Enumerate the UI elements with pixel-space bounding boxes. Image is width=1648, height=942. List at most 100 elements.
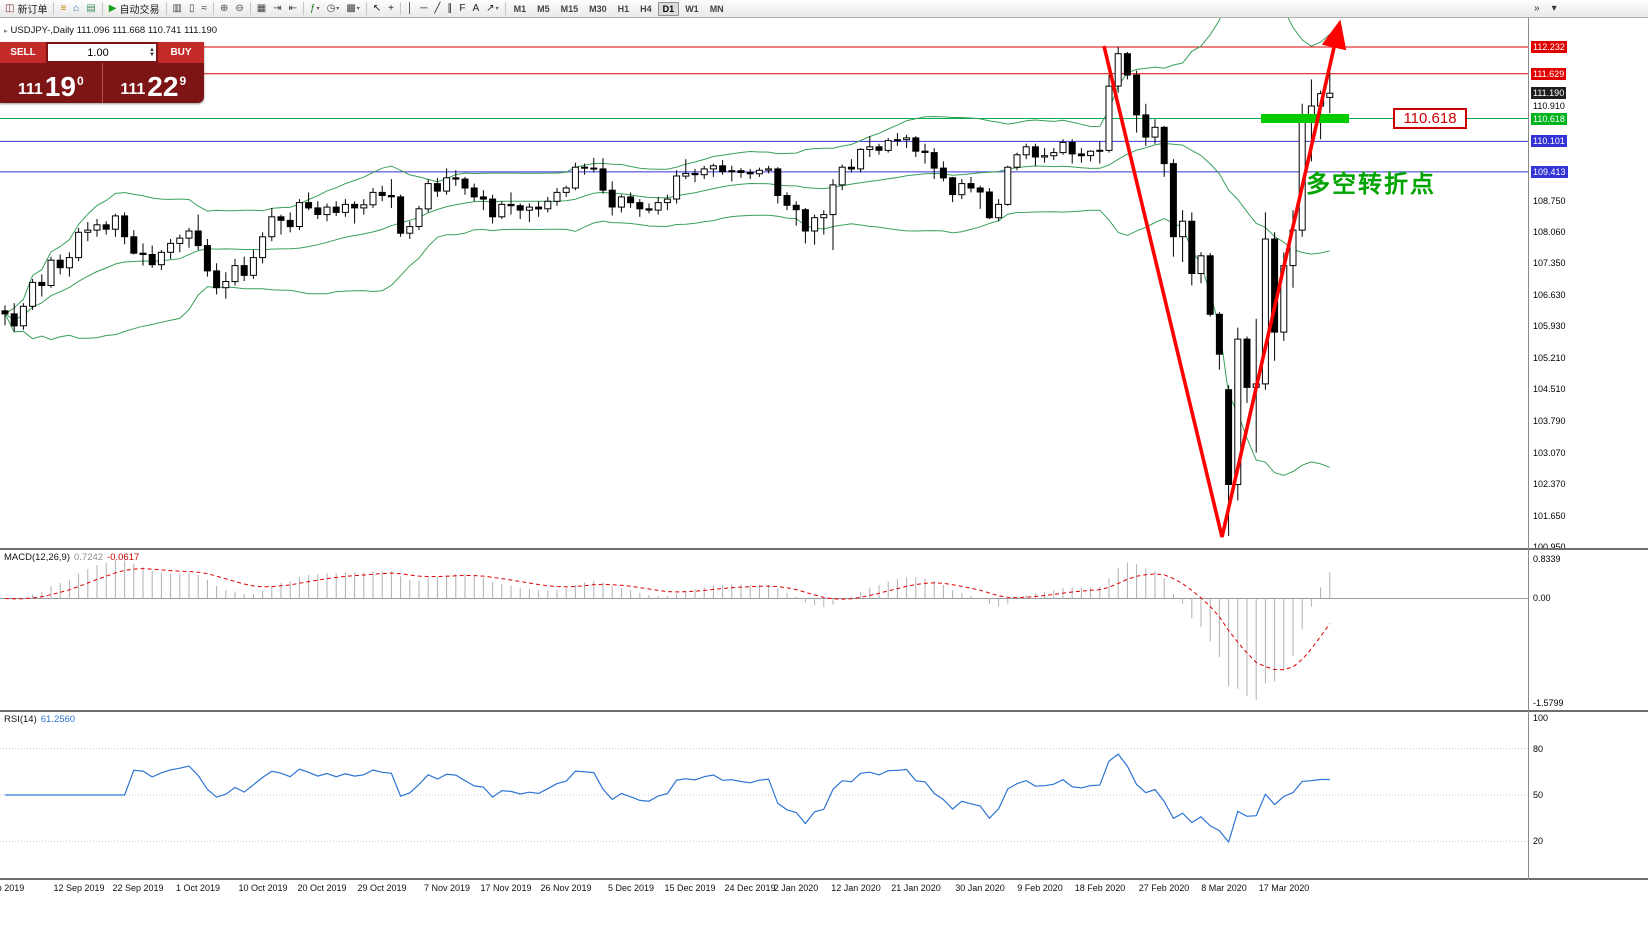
candle bbox=[130, 230, 138, 255]
timeframe-d1-button[interactable]: D1 bbox=[657, 1, 680, 16]
toolbar-menu-button[interactable]: ▾ bbox=[1549, 1, 1560, 16]
candlestick-chart-icon: ▯ bbox=[188, 2, 195, 14]
candle bbox=[811, 214, 819, 245]
bid-price-panel[interactable]: 111 19 0 bbox=[0, 63, 103, 103]
timeframe-h4-button[interactable]: H4 bbox=[640, 3, 652, 14]
price-axis-border bbox=[1528, 18, 1529, 880]
toolbar-separator bbox=[504, 2, 506, 15]
candle bbox=[1133, 70, 1141, 133]
macd-chart[interactable] bbox=[0, 550, 1648, 710]
zoom-in-button[interactable]: ⊕ bbox=[217, 1, 231, 16]
bar-chart-button[interactable]: ▥ bbox=[170, 1, 185, 16]
candle bbox=[1031, 143, 1039, 166]
candle bbox=[1, 305, 9, 326]
timeframe-h1-button[interactable]: H1 bbox=[617, 3, 630, 14]
time-axis-label: 29 Oct 2019 bbox=[357, 883, 407, 893]
macd-scale[interactable]: 0.8339 0.00 -1.5799 bbox=[1528, 550, 1648, 710]
volume-stepper[interactable]: ▲▼ bbox=[48, 44, 156, 61]
chart-shift-button[interactable]: ⇤ bbox=[286, 1, 300, 16]
indicators-button[interactable]: ƒ ▾ bbox=[307, 1, 323, 16]
volume-spinner[interactable]: ▲ ▼ bbox=[149, 44, 155, 61]
candle bbox=[1050, 148, 1058, 161]
auto-scroll-button[interactable]: ⇥ bbox=[270, 1, 284, 16]
price-axis-label: 109.413 bbox=[1531, 166, 1568, 178]
panel-divider[interactable] bbox=[0, 710, 1648, 712]
tile-windows-button[interactable]: ▦ bbox=[254, 1, 269, 16]
rsi-chart[interactable] bbox=[0, 712, 1648, 878]
rsi-panel: RSI(14) 61.2560 100 80 50 20 bbox=[0, 712, 1648, 878]
candle bbox=[866, 136, 874, 157]
arrow-tools-icon: ↗ bbox=[486, 2, 495, 14]
toolbar-overflow-button[interactable]: » bbox=[1531, 1, 1543, 16]
time-axis-label: 1 Oct 2019 bbox=[175, 883, 221, 893]
trendline-button[interactable]: ╱ bbox=[431, 1, 443, 16]
candle bbox=[1271, 232, 1279, 361]
new-order-button[interactable]: ◫ 新订单 bbox=[2, 1, 50, 16]
arrow-tools-button[interactable]: ↗ ▾ bbox=[483, 1, 501, 16]
timeframe-w1-button[interactable]: W1 bbox=[685, 3, 699, 14]
horizontal-line-button[interactable]: ─ bbox=[417, 1, 430, 16]
text-button[interactable]: A bbox=[470, 1, 483, 16]
price-scale[interactable]: 112.232 111.629 111.190 110.910 110.618 110.1… bbox=[1528, 18, 1648, 548]
timeframe-mn-button[interactable]: MN bbox=[709, 3, 724, 14]
market-watch-button[interactable]: ≡ bbox=[57, 1, 69, 16]
toolbar-separator bbox=[249, 2, 251, 15]
line-chart-button[interactable]: ≈ bbox=[198, 1, 210, 16]
text-icon: A bbox=[472, 2, 480, 14]
candle bbox=[268, 207, 276, 242]
candle bbox=[1022, 143, 1030, 160]
candle bbox=[213, 263, 221, 295]
panel-divider[interactable] bbox=[0, 878, 1648, 880]
v-reversal-arrow[interactable] bbox=[1102, 19, 1347, 538]
support-highlight-bar[interactable] bbox=[1261, 114, 1349, 123]
volume-input[interactable] bbox=[48, 44, 156, 61]
price-axis-label: 103.790 bbox=[1533, 416, 1566, 426]
rsi-axis-label: 80 bbox=[1533, 744, 1544, 754]
periods-button[interactable]: ◷ ▾ bbox=[324, 1, 343, 16]
price-chart[interactable] bbox=[0, 18, 1648, 548]
macd-name: MACD(12,26,9) bbox=[4, 552, 70, 563]
rsi-scale[interactable]: 100 80 50 20 bbox=[1528, 712, 1648, 878]
toolbar-separator bbox=[400, 2, 402, 15]
crosshair-button[interactable]: + bbox=[385, 1, 397, 16]
candle bbox=[599, 158, 607, 194]
candle bbox=[231, 258, 239, 286]
new-order-label: 新订单 bbox=[17, 5, 48, 16]
toolbar-separator bbox=[165, 2, 167, 15]
buy-button[interactable]: BUY bbox=[158, 42, 204, 63]
channel-button[interactable]: ∥ bbox=[444, 1, 455, 16]
vertical-line-button[interactable]: │ bbox=[404, 1, 416, 16]
reversal-annotation-text[interactable]: 多空转折点 bbox=[1306, 171, 1436, 198]
time-scale[interactable]: Sep 2019 12 Sep 2019 22 Sep 2019 1 Oct 2019… bbox=[0, 880, 1648, 898]
candle bbox=[617, 194, 625, 213]
ask-price-panel[interactable]: 111 22 9 bbox=[103, 63, 205, 103]
candle bbox=[893, 133, 901, 146]
time-axis-label: 8 Mar 2020 bbox=[1201, 883, 1247, 893]
panel-divider[interactable] bbox=[0, 548, 1648, 550]
timeframe-m30-button[interactable]: M30 bbox=[589, 3, 607, 14]
navigator-button[interactable]: ⌂ bbox=[70, 1, 82, 16]
zoom-out-button[interactable]: ⊖ bbox=[232, 1, 246, 16]
toolbar: ◫ 新订单 ≡ ⌂ ▤ ▶ 自动交易 ▥ ▯ ≈ ⊕ ⊖ ▦ ⇥ ⇤ ƒ ▾ ◷ ▾ ▩ ▾ ↖ + │ ─ ╱ ∥ F A ↗ ▾ M1 M5… bbox=[0, 0, 1648, 18]
terminal-button[interactable]: ▤ bbox=[83, 1, 98, 16]
timeframe-m15-button[interactable]: M15 bbox=[560, 3, 579, 14]
candle bbox=[562, 185, 570, 197]
timeframe-m5-button[interactable]: M5 bbox=[537, 3, 550, 14]
candle bbox=[157, 250, 165, 270]
level-price-label[interactable]: 110.618 bbox=[1393, 108, 1467, 129]
cursor-button[interactable]: ↖ bbox=[370, 1, 384, 16]
templates-button[interactable]: ▩ ▾ bbox=[343, 1, 362, 16]
volume-up-icon[interactable]: ▲ bbox=[149, 46, 155, 53]
sell-button[interactable]: SELL bbox=[0, 42, 46, 63]
price-axis-label: 111.190 bbox=[1531, 87, 1567, 99]
timeframe-m1-button[interactable]: M1 bbox=[513, 3, 527, 14]
volume-down-icon[interactable]: ▼ bbox=[149, 51, 155, 58]
fibonacci-button[interactable]: F bbox=[456, 1, 468, 16]
autotrade-button[interactable]: ▶ 自动交易 bbox=[106, 1, 163, 16]
candlestick-chart-button[interactable]: ▯ bbox=[186, 1, 198, 16]
candle bbox=[608, 181, 616, 216]
candle bbox=[259, 232, 267, 264]
time-axis-label: 15 Dec 2019 bbox=[664, 883, 716, 893]
toolbar-overflow-icon: » bbox=[1534, 2, 1540, 14]
